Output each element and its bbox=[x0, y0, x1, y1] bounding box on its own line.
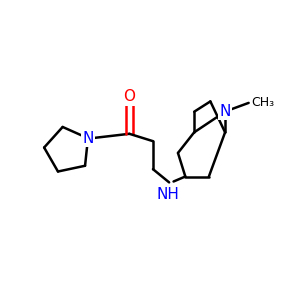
Text: O: O bbox=[123, 89, 135, 104]
Text: N: N bbox=[82, 131, 94, 146]
Text: NH: NH bbox=[156, 187, 179, 202]
Text: CH₃: CH₃ bbox=[252, 96, 275, 110]
Text: N: N bbox=[219, 104, 231, 119]
